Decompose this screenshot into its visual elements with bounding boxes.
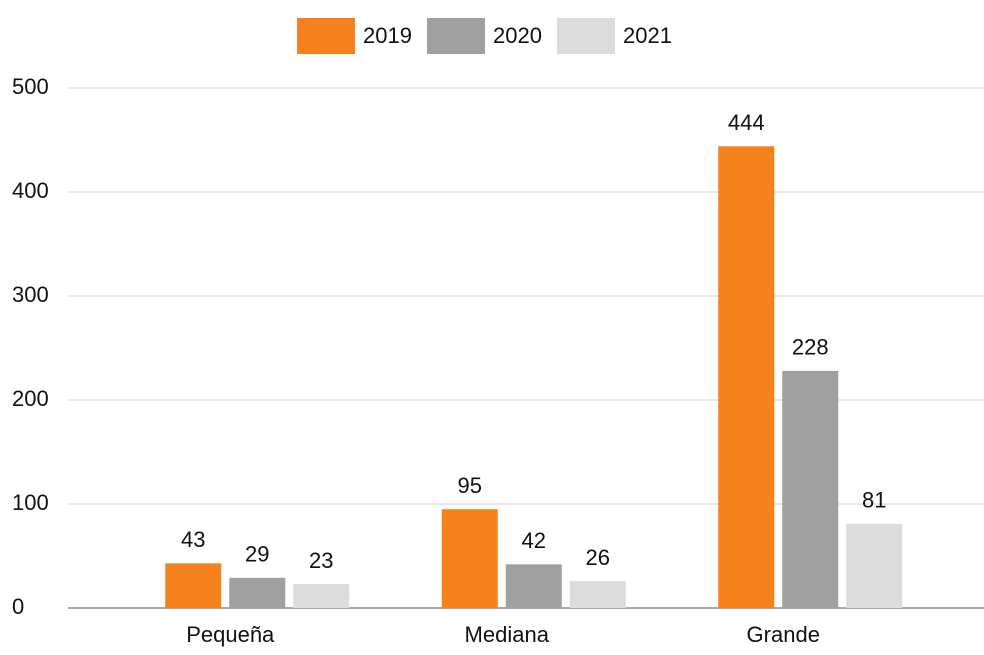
legend-swatch [557,18,615,54]
bar [505,564,562,608]
y-tick-label: 100 [12,490,49,515]
data-label: 29 [245,542,269,567]
legend-swatch [427,18,485,54]
bar [718,146,775,609]
x-tick-label: Mediana [465,622,550,647]
legend-label: 2021 [623,23,672,48]
y-tick-label: 400 [12,178,49,203]
data-label: 228 [792,335,829,360]
data-label: 444 [728,110,765,135]
y-tick-label: 500 [12,74,49,99]
bar [229,577,286,608]
data-label: 23 [309,548,333,573]
x-tick-label: Pequeña [186,622,275,647]
y-tick-label: 200 [12,386,49,411]
bar [293,584,350,608]
data-label: 26 [586,545,610,570]
bar [165,563,222,608]
bar [441,509,498,608]
bar [846,523,903,608]
y-tick-label: 0 [12,594,24,619]
bar [782,370,839,608]
legend-label: 2020 [493,23,542,48]
data-label: 95 [458,473,482,498]
data-label: 81 [862,488,886,513]
bar [569,580,626,608]
data-label: 43 [181,527,205,552]
x-tick-label: Grande [747,622,820,647]
legend-label: 2019 [363,23,412,48]
legend-swatch [297,18,355,54]
data-label: 42 [522,528,546,553]
y-tick-label: 300 [12,282,49,307]
